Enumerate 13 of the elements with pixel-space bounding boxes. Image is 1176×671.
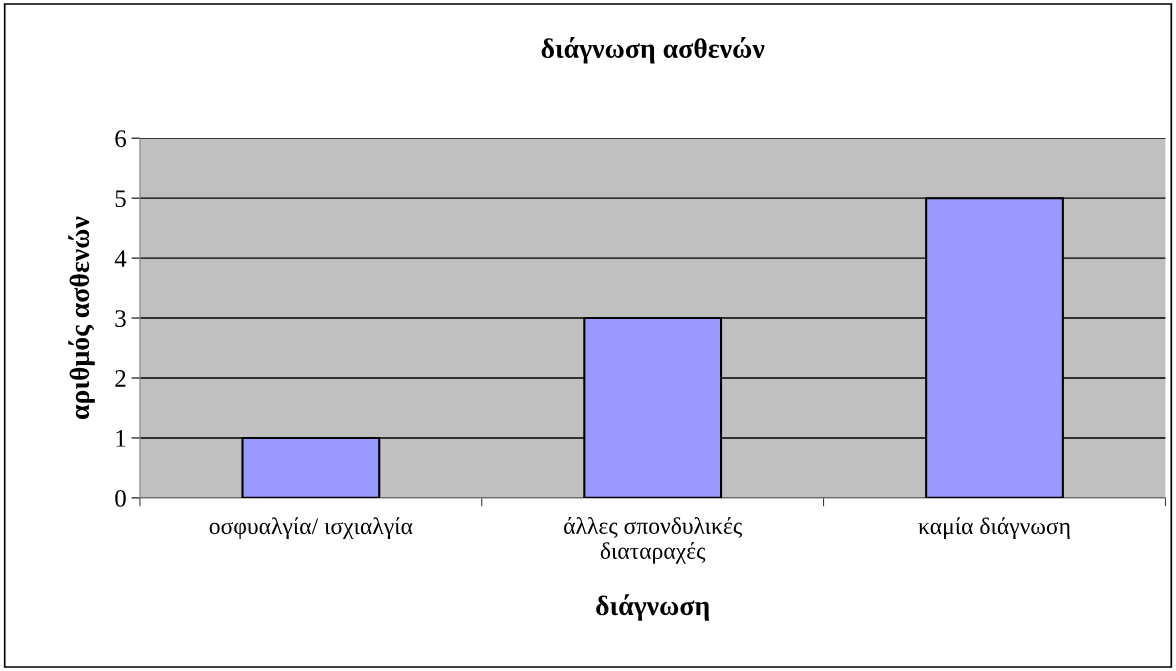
y-tick-label: 0	[115, 489, 126, 507]
y-tick-label: 2	[115, 370, 126, 387]
y-tick-label: 3	[115, 310, 126, 327]
x-axis-title: διάγνωση	[596, 594, 710, 621]
chart-title: διάγνωση ασθενών	[541, 37, 765, 64]
y-tick-label: 6	[115, 130, 126, 148]
x-tick-label: οσφυαλγία/ ισχιαλγία	[209, 517, 413, 539]
y-axis-title: αριθμός ασθενών	[68, 216, 95, 419]
x-tick-label: καμία διάγνωση	[918, 517, 1070, 540]
y-tick-label: 5	[115, 190, 126, 208]
x-tick-label: άλλες σπονδυλικές διαταραχές	[564, 517, 742, 564]
y-tick-label: 1	[116, 430, 126, 447]
y-tick-label: 4	[114, 250, 127, 267]
